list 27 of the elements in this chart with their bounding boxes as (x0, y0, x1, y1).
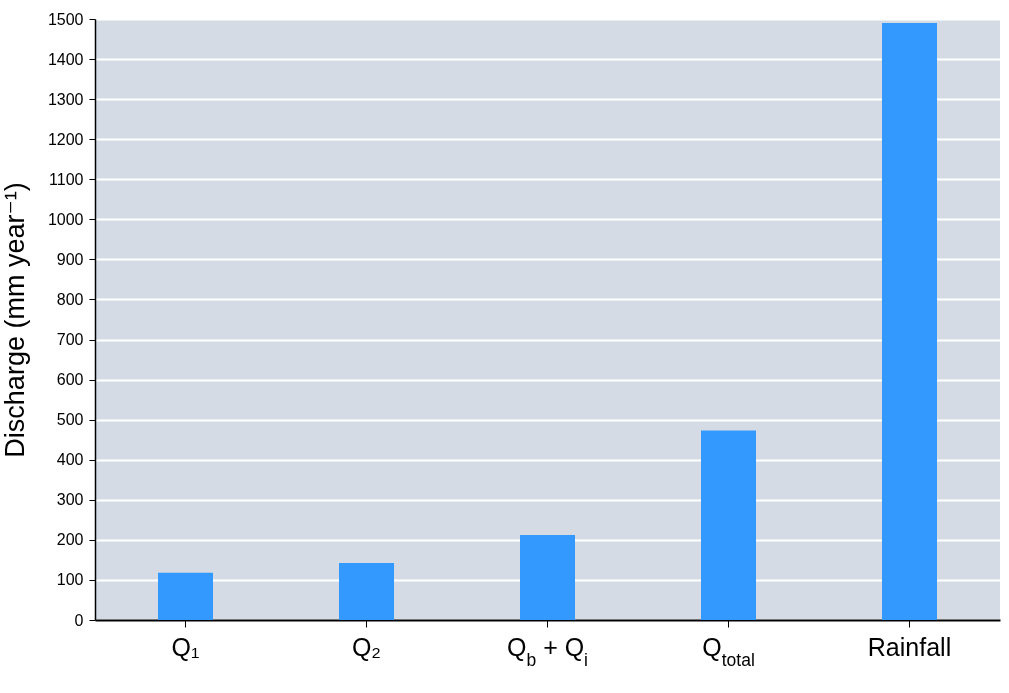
x-tick-label: Q₂ (351, 632, 382, 661)
y-tick-label: 600 (56, 371, 84, 389)
y-tick-label: 800 (56, 290, 84, 308)
y-tick-label: 1400 (47, 50, 84, 68)
x-tick-label: Q$_{total}$ (702, 632, 755, 670)
y-tick-label: 900 (56, 250, 84, 268)
y-tick-label: 700 (56, 331, 84, 349)
bar (339, 563, 394, 620)
y-tick-label: 100 (56, 571, 84, 589)
y-tick-label: 1200 (47, 130, 84, 148)
y-tick-label: 1000 (47, 210, 84, 228)
x-tick-label: Q₁ (171, 632, 200, 661)
y-tick-label: 1300 (47, 90, 84, 108)
y-tick-label: 1500 (47, 10, 84, 28)
y-tick-label: 400 (56, 451, 84, 469)
y-tick-label: 300 (56, 491, 84, 509)
bar (701, 430, 756, 620)
bar (158, 572, 213, 620)
y-tick-label: 200 (56, 531, 84, 549)
x-tick-label: Q$_{b}$ + Q$_{i}$ (506, 632, 589, 670)
y-tick-label: 1100 (49, 170, 84, 188)
y-tick-label: 0 (74, 611, 84, 629)
y-axis-title: Discharge (mm year⁻¹) (0, 182, 30, 458)
y-tick-label: 500 (56, 411, 84, 429)
bar (520, 535, 575, 620)
x-tick-label: Rainfall (867, 632, 952, 661)
bar (882, 23, 937, 620)
